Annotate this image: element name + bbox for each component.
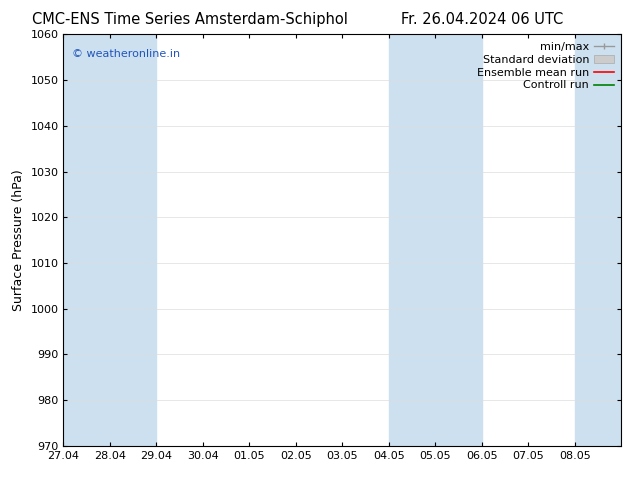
Bar [575, 34, 621, 446]
Bar [63, 34, 110, 446]
Bar [436, 34, 482, 446]
Legend: min/max, Standard deviation, Ensemble mean run, Controll run: min/max, Standard deviation, Ensemble me… [475, 40, 616, 93]
Text: © weatheronline.in: © weatheronline.in [72, 49, 180, 59]
Y-axis label: Surface Pressure (hPa): Surface Pressure (hPa) [12, 169, 25, 311]
Text: CMC-ENS Time Series Amsterdam-Schiphol: CMC-ENS Time Series Amsterdam-Schiphol [32, 12, 348, 27]
Bar [110, 34, 157, 446]
Text: Fr. 26.04.2024 06 UTC: Fr. 26.04.2024 06 UTC [401, 12, 563, 27]
Bar [389, 34, 436, 446]
